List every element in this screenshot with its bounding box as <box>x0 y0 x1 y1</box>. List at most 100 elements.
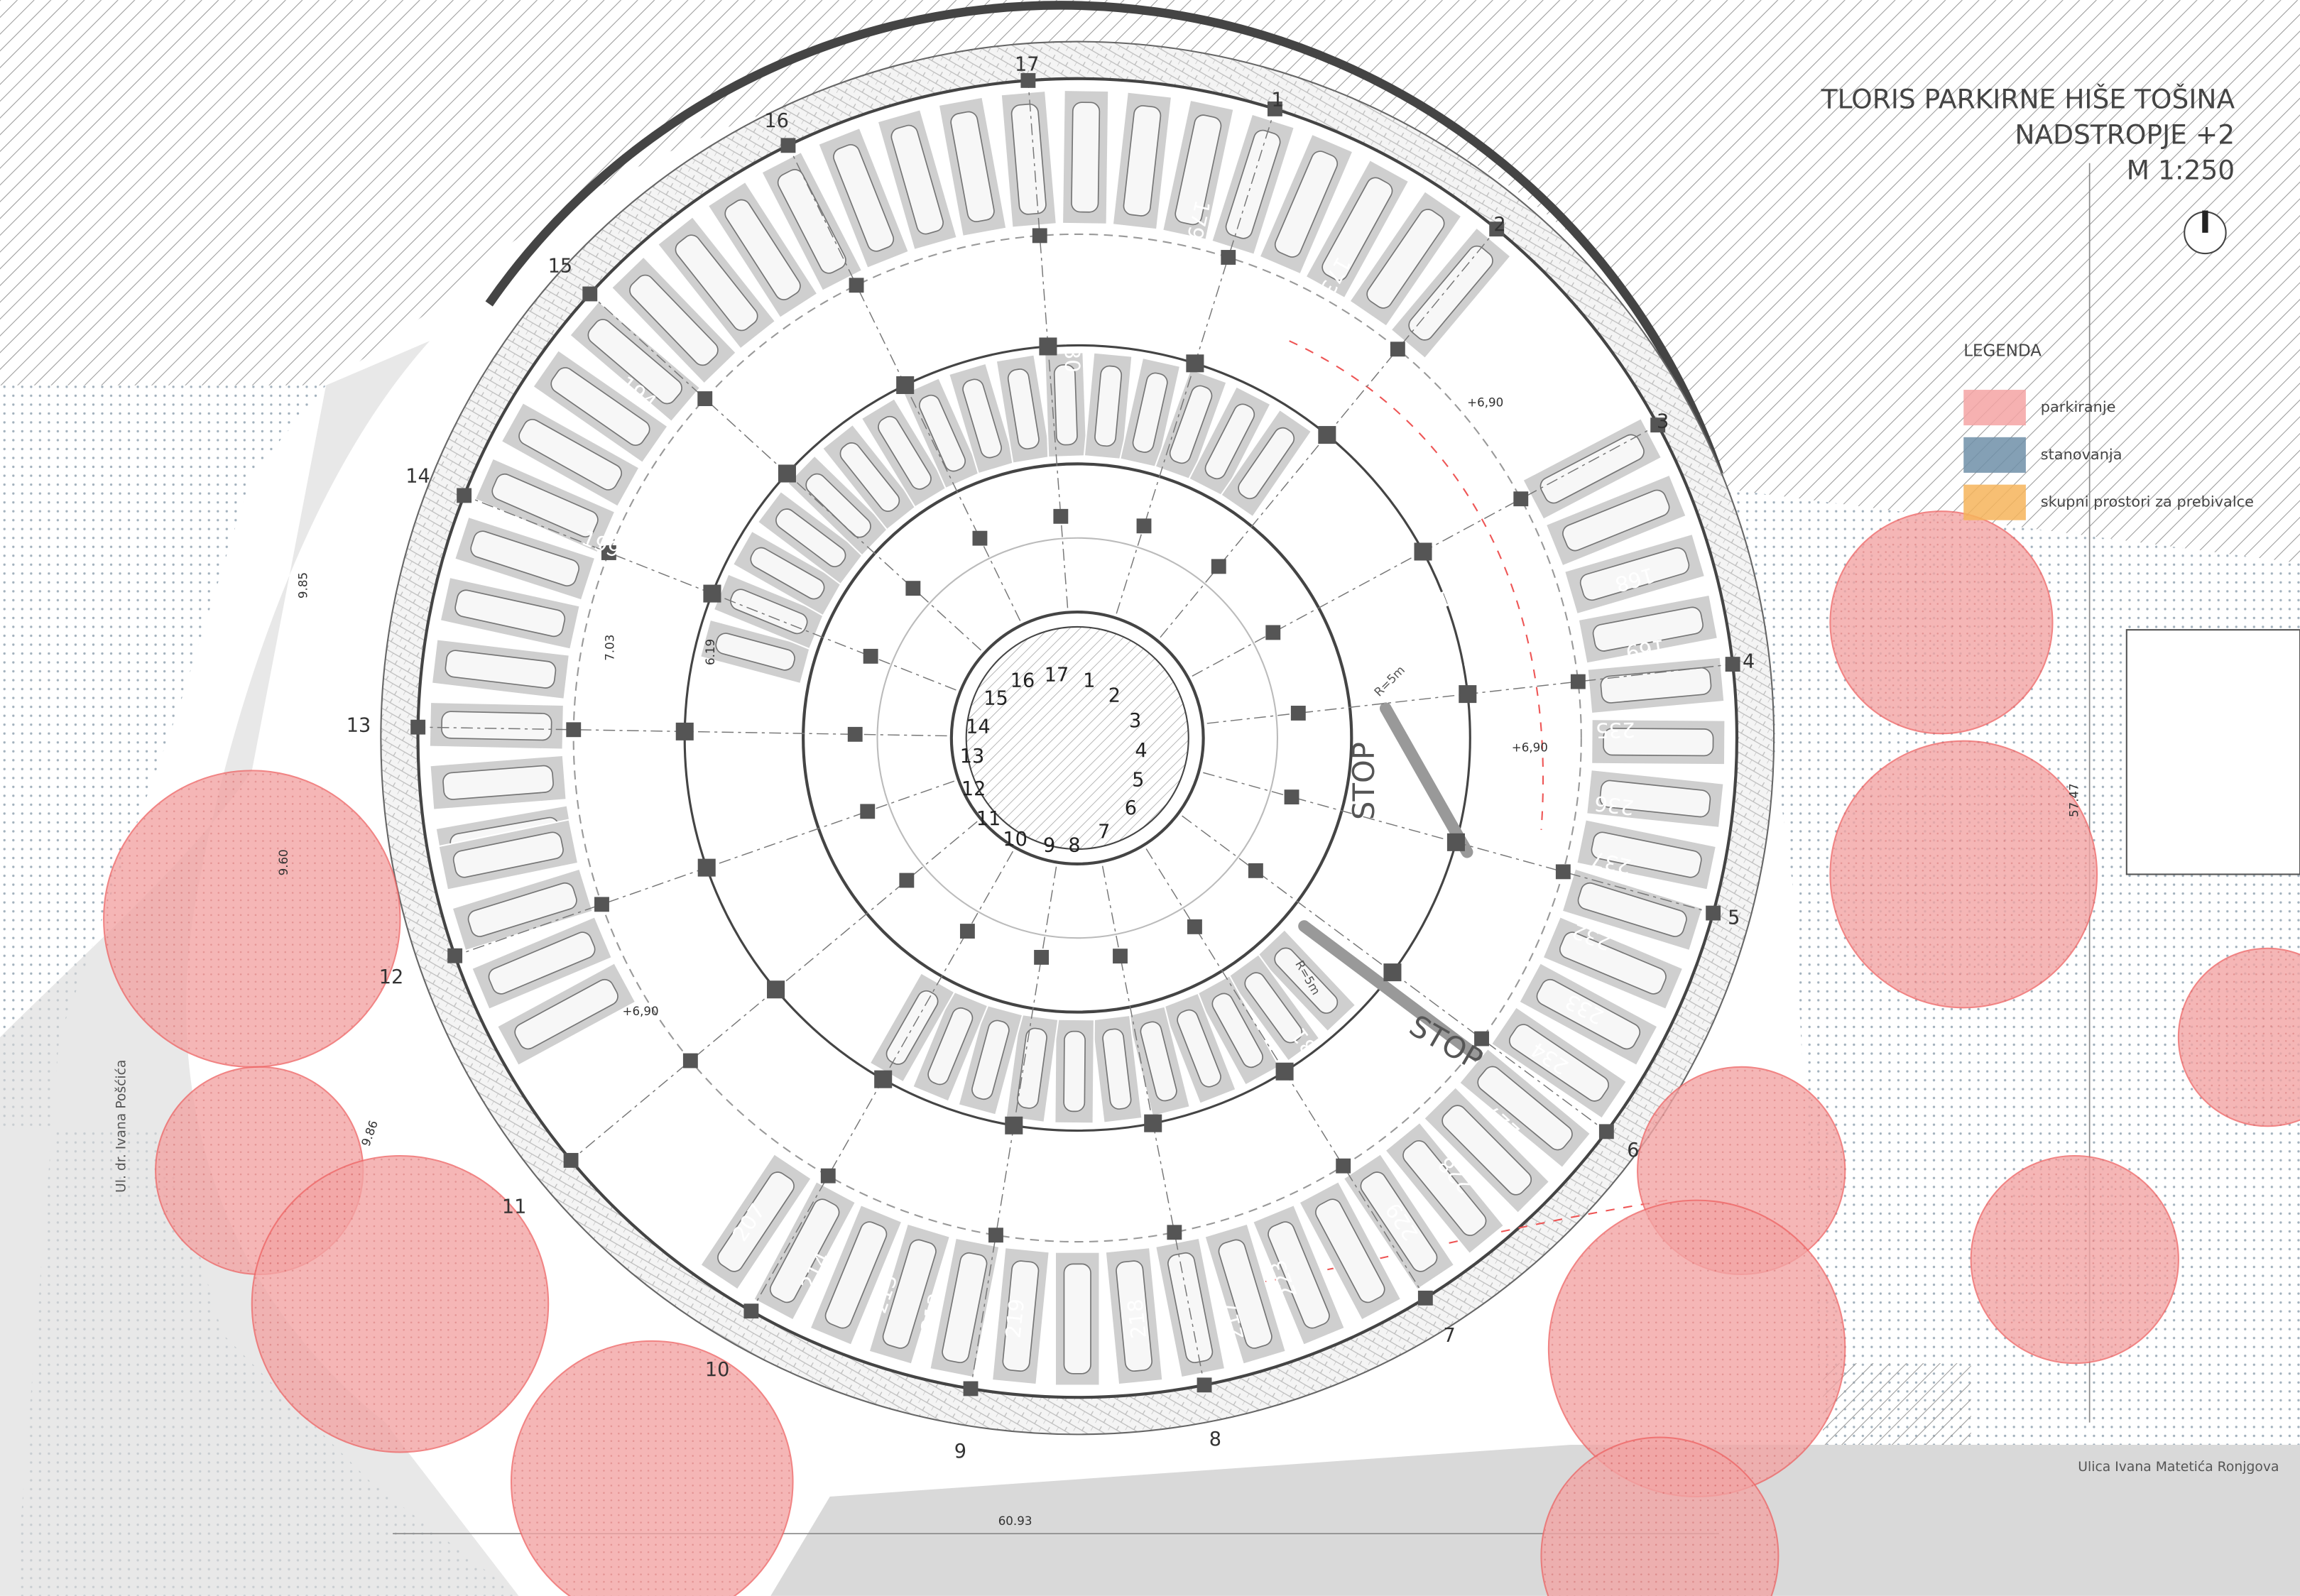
title-line: M 1:250 <box>2127 155 2235 186</box>
column <box>447 949 462 963</box>
column <box>594 897 609 912</box>
car <box>442 711 552 740</box>
core-axis-label: 14 <box>966 716 991 738</box>
column <box>863 649 878 664</box>
core-axis-label: 6 <box>1125 797 1137 819</box>
column <box>781 138 796 153</box>
title-line: TLORIS PARKIRNE HIŠE TOŠINA <box>1821 84 2235 115</box>
street-name: Ulica Ivana Matetića Ronjgova <box>2078 1460 2279 1475</box>
column <box>1447 833 1465 851</box>
core-axis-label: 1 <box>1083 670 1095 692</box>
core-axis-label: 5 <box>1132 769 1144 791</box>
core-axis-label: 2 <box>1108 685 1121 707</box>
core-axis-label: 17 <box>1045 664 1069 686</box>
spot-number: 219 <box>1001 1298 1029 1340</box>
column <box>767 980 785 998</box>
column <box>964 1382 979 1396</box>
tree <box>1830 511 2052 733</box>
column <box>860 804 875 819</box>
axis-label: 13 <box>347 714 371 736</box>
column <box>849 278 864 293</box>
core-axis-label: 10 <box>1003 829 1028 851</box>
legend-title: LEGENDA <box>1963 341 2042 360</box>
column <box>703 585 721 603</box>
site-plan: 1122334455667788991010111112121313141415… <box>0 0 2300 1596</box>
legend-swatch <box>1963 390 2026 425</box>
column <box>973 531 988 546</box>
column <box>1276 1063 1294 1081</box>
column <box>1513 491 1528 506</box>
legend-swatch <box>1963 485 2026 520</box>
column <box>743 1303 758 1318</box>
column <box>457 488 472 503</box>
tree <box>1830 741 2097 1008</box>
axis-label: 2 <box>1493 214 1505 236</box>
column <box>821 1169 836 1184</box>
axis-label: 16 <box>764 110 789 132</box>
core-axis-label: 13 <box>960 745 985 767</box>
column <box>1197 1377 1212 1392</box>
axis-label: 8 <box>1209 1428 1221 1450</box>
axis-label: 5 <box>1728 907 1740 929</box>
column <box>896 376 914 394</box>
column <box>1556 864 1571 879</box>
tree <box>1971 1156 2179 1363</box>
column <box>1291 706 1306 721</box>
core-axis-label: 4 <box>1135 740 1147 762</box>
column <box>1248 863 1263 878</box>
axis-label: 1 <box>1271 89 1283 111</box>
column <box>1221 250 1236 265</box>
axis-label: 4 <box>1743 651 1755 673</box>
axis-label: 3 <box>1657 410 1669 432</box>
axis-label: 10 <box>705 1359 730 1381</box>
street-name: Ul. dr. Ivana Pošćića <box>114 1060 129 1193</box>
core-axis-label: 8 <box>1068 834 1080 856</box>
legend-label: parkiranje <box>2041 398 2116 415</box>
column <box>697 391 712 406</box>
core-axis-label: 9 <box>1043 834 1055 856</box>
axis-label: 12 <box>379 966 404 988</box>
column <box>874 1071 892 1088</box>
column <box>1005 1117 1023 1135</box>
dimension: 60.93 <box>998 1514 1032 1528</box>
axis-label: 6 <box>1627 1139 1639 1162</box>
level-mark: +6,90 <box>1467 395 1503 409</box>
car <box>1064 1032 1085 1112</box>
column <box>1318 426 1336 444</box>
legend-label: skupni prostori za prebivalce <box>2041 493 2254 510</box>
legend-label: stanovanja <box>2041 446 2122 463</box>
axis-label: 14 <box>405 466 430 488</box>
dimension: 9.60 <box>277 849 290 875</box>
column <box>1418 1291 1433 1306</box>
column <box>1571 674 1586 689</box>
car <box>1072 102 1100 212</box>
column <box>1034 950 1049 965</box>
column <box>566 722 581 737</box>
core-axis-label: 7 <box>1098 821 1110 843</box>
column <box>1039 337 1057 355</box>
column <box>905 581 920 596</box>
core-axis-label: 11 <box>976 808 1001 830</box>
legend-swatch <box>1963 437 2026 473</box>
column <box>1053 509 1068 524</box>
axis-label: 15 <box>548 255 573 277</box>
column <box>960 924 975 939</box>
column <box>1390 341 1405 356</box>
level-mark: +6,90 <box>623 1005 659 1018</box>
column <box>698 859 716 877</box>
dimension: 6.19 <box>704 639 717 665</box>
tree <box>104 770 400 1066</box>
column <box>778 464 796 482</box>
title-line: NADSTROPJE +2 <box>2015 119 2235 151</box>
column <box>988 1228 1003 1242</box>
core-axis-label: 3 <box>1129 710 1141 732</box>
column <box>410 720 425 735</box>
column <box>582 287 597 302</box>
column <box>1186 354 1204 372</box>
axis-label: 17 <box>1015 53 1040 75</box>
column <box>1285 789 1299 804</box>
spot-number: 235 <box>1596 718 1635 743</box>
road-sign: STOP <box>1346 742 1381 820</box>
column <box>1415 542 1432 560</box>
spot-number: 180 <box>1059 333 1084 373</box>
